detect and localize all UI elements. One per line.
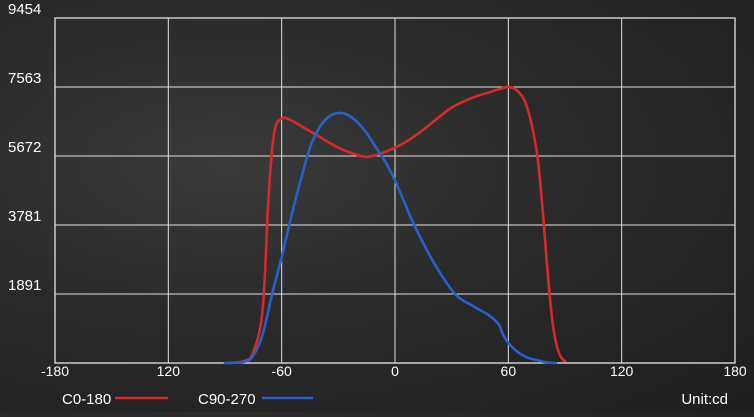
- y-tick-label: 7563: [8, 70, 41, 87]
- x-tick-label: 0: [391, 363, 399, 379]
- grid: [54, 17, 736, 364]
- series-line-c90-270: [223, 111, 557, 365]
- unit-label: Unit:cd: [681, 391, 728, 408]
- x-tick-label: 180: [723, 363, 747, 379]
- y-tick-label: 3781: [8, 208, 41, 225]
- series-line-c0-180: [227, 85, 567, 365]
- y-tick-label: 9454: [8, 1, 41, 18]
- tick-labels: 1891 3781 5672 7563 9454 -180 120 -60 0 60 120 180: [8, 1, 747, 379]
- x-tick-label: 120: [610, 363, 634, 379]
- x-tick-label: 120: [157, 363, 181, 379]
- legend-label: C0-180: [62, 391, 111, 408]
- x-tick-label: -60: [272, 363, 292, 379]
- legend-label: C90-270: [198, 391, 256, 408]
- x-tick-label: 60: [501, 363, 517, 379]
- series-layer: [223, 85, 567, 365]
- y-tick-label: 1891: [8, 277, 41, 294]
- x-tick-label: -180: [41, 363, 69, 379]
- y-tick-label: 5672: [8, 139, 41, 156]
- legend: C0-180 C90-270 Unit:cd: [62, 391, 728, 408]
